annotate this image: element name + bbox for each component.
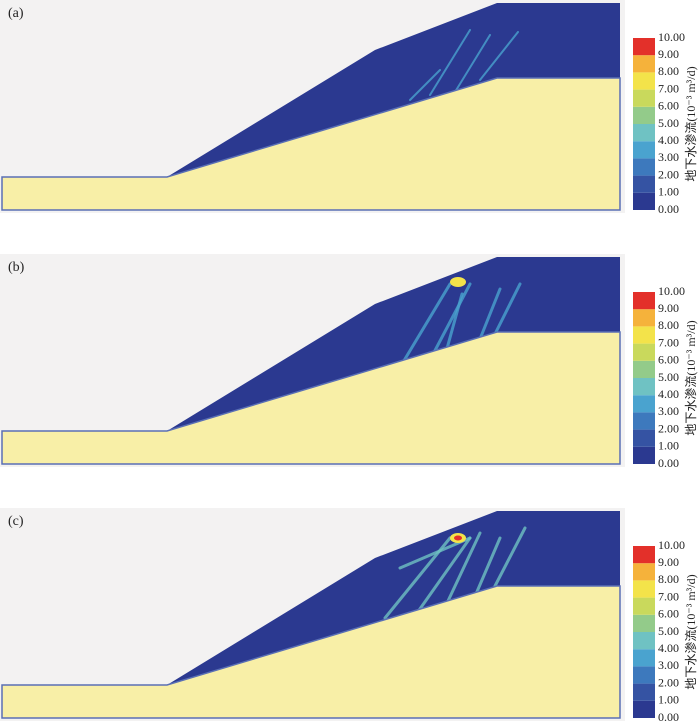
colorbar-tick-label: 1.00 xyxy=(658,439,679,453)
colorbar-segment xyxy=(633,89,655,107)
colorbar-tick-label: 1.00 xyxy=(658,693,679,707)
colorbar-segment xyxy=(633,326,655,344)
colorbar-tick-label: 7.00 xyxy=(658,589,679,603)
colorbar-tick-label: 3.00 xyxy=(658,404,679,418)
colorbar-tick-label: 3.00 xyxy=(658,150,679,164)
colorbar-title: 地下水渗流(10⁻³ m³/d) xyxy=(683,574,698,689)
seepage-streak xyxy=(493,282,522,336)
colorbar-segment xyxy=(633,683,655,701)
colorbar-tick-label: 4.00 xyxy=(658,641,679,655)
colorbar-tick-label: 6.00 xyxy=(658,99,679,113)
panel: (c) 0.00 1.00 2.00 3.00 4.00 5.00 6.00 7.00 8.00 9… xyxy=(0,508,698,721)
colorbar-segment xyxy=(633,563,655,581)
colorbar-tick-label: 8.00 xyxy=(658,318,679,332)
colorbar-tick-label: 3.00 xyxy=(658,658,679,672)
seepage-streak xyxy=(429,29,471,96)
colorbar-tick-label: 2.00 xyxy=(658,675,679,689)
colorbar-tick-label: 5.00 xyxy=(658,116,679,130)
hotspot-core xyxy=(454,535,462,541)
colorbar-tick-label: 10.00 xyxy=(658,538,685,552)
slope-upper xyxy=(167,511,620,685)
colorbar-tick-label: 6.00 xyxy=(658,607,679,621)
colorbar-segment xyxy=(633,192,655,210)
colorbar-segment xyxy=(633,141,655,159)
colorbar-tick-label: 5.00 xyxy=(658,370,679,384)
colorbar-tick-label: 9.00 xyxy=(658,555,679,569)
colorbar-tick-label: 5.00 xyxy=(658,624,679,638)
colorbar-segment xyxy=(633,124,655,142)
colorbar-segment xyxy=(633,632,655,650)
colorbar-segment xyxy=(633,597,655,615)
colorbar-tick-label: 1.00 xyxy=(658,185,679,199)
colorbar-tick-label: 7.00 xyxy=(658,81,679,95)
colorbar-segment xyxy=(633,580,655,598)
colorbar-title: 地下水渗流(10⁻³ m³/d) xyxy=(683,320,698,435)
panel-label: (a) xyxy=(8,6,24,21)
seepage-streak xyxy=(454,34,491,93)
colorbar-tick-label: 6.00 xyxy=(658,353,679,367)
panel-label: (c) xyxy=(8,514,24,529)
panel: (a) 0.00 1.00 2.00 3.00 4.00 5.00 6.00 7.00 8.00 9… xyxy=(0,0,698,216)
colorbar-tick-label: 0.00 xyxy=(658,202,679,216)
hotspot xyxy=(450,277,466,287)
slope-upper xyxy=(167,257,620,431)
slope-lower xyxy=(1,77,621,211)
colorbar-title: 地下水渗流(10⁻³ m³/d) xyxy=(683,66,698,181)
colorbar-segment xyxy=(633,546,655,564)
colorbar-tick-label: 10.00 xyxy=(658,30,685,44)
seepage-streak xyxy=(479,31,519,81)
colorbar-segment xyxy=(633,106,655,124)
colorbar-segment xyxy=(633,649,655,667)
colorbar-segment xyxy=(633,38,655,56)
colorbar-segment xyxy=(633,292,655,310)
colorbar-tick-label: 10.00 xyxy=(658,284,685,298)
colorbar-tick-label: 8.00 xyxy=(658,572,679,586)
seepage-streak xyxy=(493,526,527,588)
colorbar-segment xyxy=(633,360,655,378)
slope-lower xyxy=(1,331,621,465)
colorbar-segment xyxy=(633,175,655,193)
colorbar-segment xyxy=(633,395,655,413)
colorbar-segment xyxy=(633,412,655,430)
seepage-streak xyxy=(409,69,441,101)
colorbar-segment xyxy=(633,343,655,361)
colorbar-segment xyxy=(633,55,655,73)
colorbar-tick-label: 0.00 xyxy=(658,456,679,470)
colorbar-tick-label: 0.00 xyxy=(658,710,679,721)
colorbar-segment xyxy=(633,309,655,327)
panel: (b) 0.00 1.00 2.00 3.00 4.00 5.00 6.00 7.00 8.00 9… xyxy=(0,254,698,470)
colorbar-segment xyxy=(633,666,655,684)
colorbar-tick-label: 4.00 xyxy=(658,387,679,401)
colorbar-tick-label: 9.00 xyxy=(658,47,679,61)
colorbar-tick-label: 2.00 xyxy=(658,421,679,435)
colorbar-tick-label: 4.00 xyxy=(658,133,679,147)
colorbar-tick-label: 9.00 xyxy=(658,301,679,315)
slope-lower xyxy=(1,585,621,719)
seepage-streak xyxy=(398,536,472,570)
colorbar-segment xyxy=(633,378,655,396)
colorbar-segment xyxy=(633,614,655,632)
colorbar-tick-label: 2.00 xyxy=(658,167,679,181)
colorbar-tick-label: 8.00 xyxy=(658,64,679,78)
colorbar-segment xyxy=(633,429,655,447)
colorbar-segment xyxy=(633,158,655,176)
colorbar-tick-label: 7.00 xyxy=(658,335,679,349)
colorbar-segment xyxy=(633,72,655,90)
panel-label: (b) xyxy=(8,260,25,275)
colorbar-segment xyxy=(633,700,655,718)
colorbar-segment xyxy=(633,446,655,464)
